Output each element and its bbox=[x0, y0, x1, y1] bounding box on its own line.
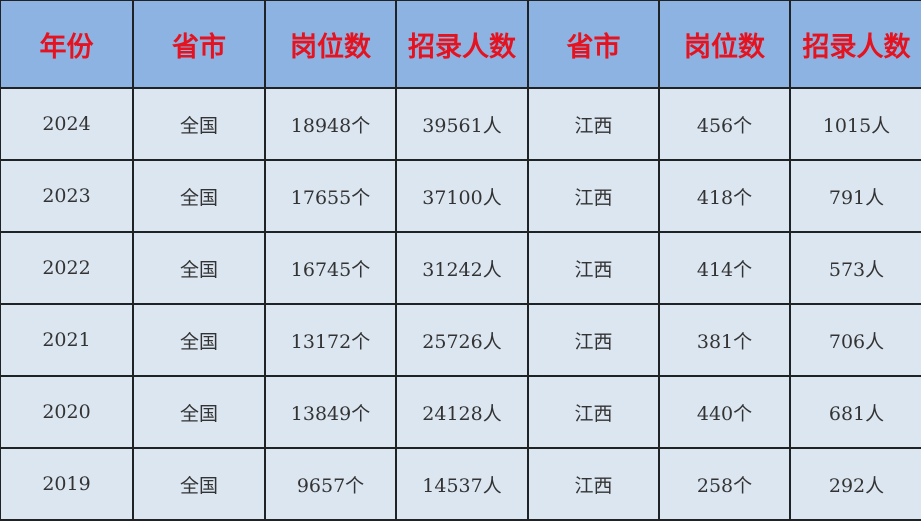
cell-recruits-2: 791人 bbox=[789, 159, 921, 233]
cell-recruits: 25726人 bbox=[395, 303, 529, 377]
cell-recruits: 37100人 bbox=[395, 159, 529, 233]
header-positions: 岗位数 bbox=[264, 0, 397, 89]
cell-recruits: 31242人 bbox=[395, 231, 529, 305]
cell-recruits: 39561人 bbox=[395, 87, 529, 161]
cell-year: 2021 bbox=[0, 303, 134, 377]
header-row: 年份 省市 岗位数 招录人数 省市 岗位数 招录人数 bbox=[0, 0, 921, 89]
cell-positions: 13172个 bbox=[264, 303, 397, 377]
header-recruits: 招录人数 bbox=[395, 0, 529, 89]
table-row: 2020 全国 13849个 24128人 江西 440个 681人 bbox=[0, 375, 921, 449]
cell-region-2: 江西 bbox=[527, 303, 660, 377]
cell-positions-2: 381个 bbox=[658, 303, 791, 377]
cell-recruits-2: 1015人 bbox=[789, 87, 921, 161]
cell-region-2: 江西 bbox=[527, 231, 660, 305]
cell-region: 全国 bbox=[132, 447, 266, 521]
cell-year: 2020 bbox=[0, 375, 134, 449]
cell-positions: 13849个 bbox=[264, 375, 397, 449]
cell-region: 全国 bbox=[132, 231, 266, 305]
cell-positions-2: 414个 bbox=[658, 231, 791, 305]
header-recruits-2: 招录人数 bbox=[789, 0, 921, 89]
cell-region-2: 江西 bbox=[527, 447, 660, 521]
cell-positions-2: 418个 bbox=[658, 159, 791, 233]
cell-recruits: 14537人 bbox=[395, 447, 529, 521]
header-year: 年份 bbox=[0, 0, 134, 89]
cell-recruits-2: 292人 bbox=[789, 447, 921, 521]
header-positions-2: 岗位数 bbox=[658, 0, 791, 89]
cell-year: 2023 bbox=[0, 159, 134, 233]
cell-recruits-2: 706人 bbox=[789, 303, 921, 377]
table-row: 2024 全国 18948个 39561人 江西 456个 1015人 bbox=[0, 87, 921, 161]
cell-region: 全国 bbox=[132, 375, 266, 449]
cell-region: 全国 bbox=[132, 303, 266, 377]
cell-region: 全国 bbox=[132, 87, 266, 161]
cell-positions: 17655个 bbox=[264, 159, 397, 233]
cell-positions-2: 440个 bbox=[658, 375, 791, 449]
table-row: 2019 全国 9657个 14537人 江西 258个 292人 bbox=[0, 447, 921, 521]
cell-year: 2024 bbox=[0, 87, 134, 161]
cell-positions: 16745个 bbox=[264, 231, 397, 305]
cell-recruits-2: 681人 bbox=[789, 375, 921, 449]
cell-region: 全国 bbox=[132, 159, 266, 233]
table-row: 2022 全国 16745个 31242人 江西 414个 573人 bbox=[0, 231, 921, 305]
cell-positions: 9657个 bbox=[264, 447, 397, 521]
table-row: 2021 全国 13172个 25726人 江西 381个 706人 bbox=[0, 303, 921, 377]
table-row: 2023 全国 17655个 37100人 江西 418个 791人 bbox=[0, 159, 921, 233]
header-region-2: 省市 bbox=[527, 0, 660, 89]
cell-positions-2: 258个 bbox=[658, 447, 791, 521]
cell-region-2: 江西 bbox=[527, 159, 660, 233]
cell-recruits: 24128人 bbox=[395, 375, 529, 449]
cell-recruits-2: 573人 bbox=[789, 231, 921, 305]
cell-positions-2: 456个 bbox=[658, 87, 791, 161]
header-region: 省市 bbox=[132, 0, 266, 89]
cell-region-2: 江西 bbox=[527, 375, 660, 449]
cell-positions: 18948个 bbox=[264, 87, 397, 161]
cell-region-2: 江西 bbox=[527, 87, 660, 161]
cell-year: 2019 bbox=[0, 447, 134, 521]
cell-year: 2022 bbox=[0, 231, 134, 305]
